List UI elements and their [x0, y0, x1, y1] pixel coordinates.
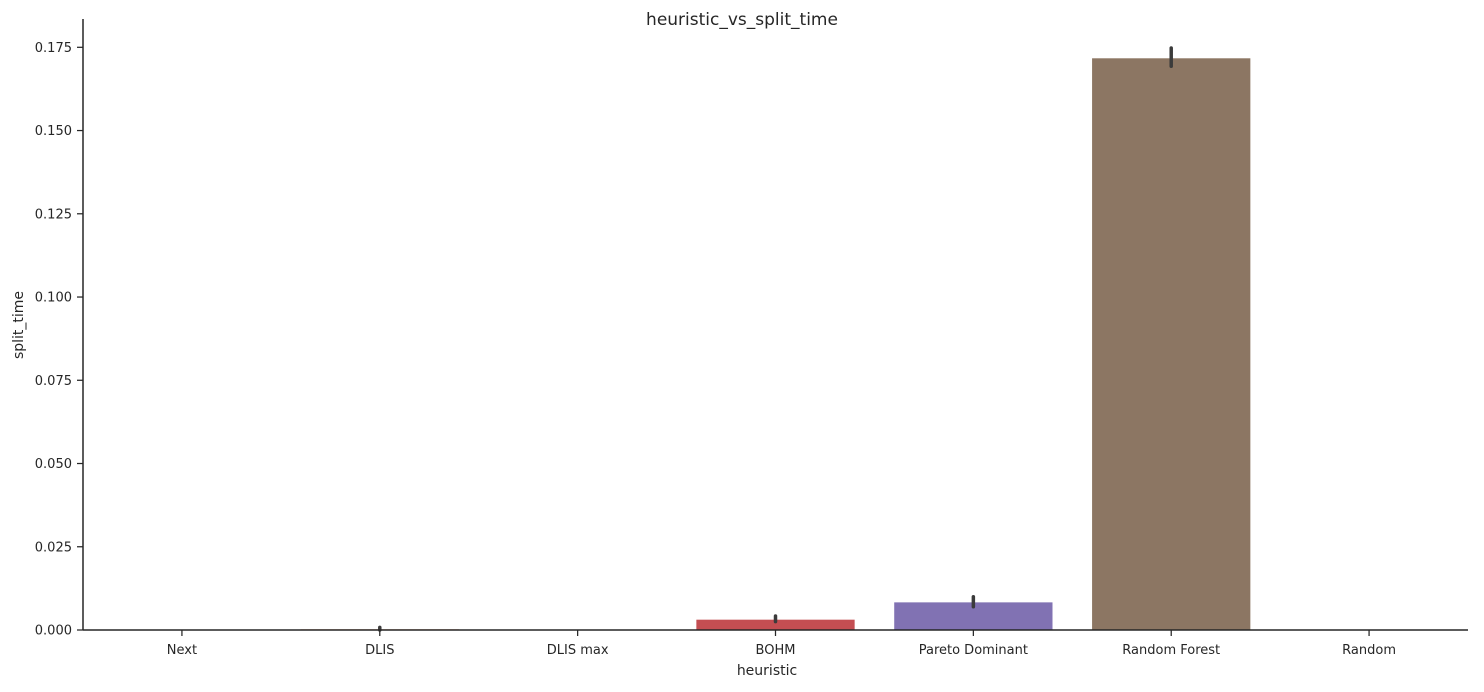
axes-group [82, 19, 1468, 631]
x-axis-label: heuristic [737, 663, 797, 679]
x-tick-label: DLIS [365, 643, 394, 658]
x-tick-label: BOHM [756, 643, 796, 658]
y-tick-label: 0.100 [35, 291, 72, 306]
y-tick-label: 0.175 [35, 41, 72, 56]
y-ticks-group: 0.000 0.025 0.050 0.075 0.100 0.125 0.150 0.175 [35, 41, 83, 639]
chart-title: heuristic_vs_split_time [646, 10, 838, 30]
y-tick-label: 0.000 [35, 624, 72, 639]
x-tick-label: Random Forest [1122, 643, 1220, 658]
x-tick-label: DLIS max [547, 643, 609, 658]
x-ticks-group: Next DLIS DLIS max BOHM Pareto Dominant Rando… [167, 630, 1396, 658]
y-tick-label: 0.150 [35, 124, 72, 139]
bar-bohm [696, 619, 855, 630]
bar-random-forest [1092, 58, 1251, 630]
x-tick-label: Random [1342, 643, 1396, 658]
y-tick-label: 0.050 [35, 457, 72, 472]
y-axis-label: split_time [11, 291, 27, 359]
y-tick-label: 0.125 [35, 207, 72, 222]
x-tick-label: Next [167, 643, 197, 658]
y-tick-label: 0.025 [35, 540, 72, 555]
y-tick-label: 0.075 [35, 374, 72, 389]
x-tick-label: Pareto Dominant [919, 643, 1028, 658]
error-bars-group [378, 46, 1173, 632]
bars-group [300, 58, 1251, 630]
